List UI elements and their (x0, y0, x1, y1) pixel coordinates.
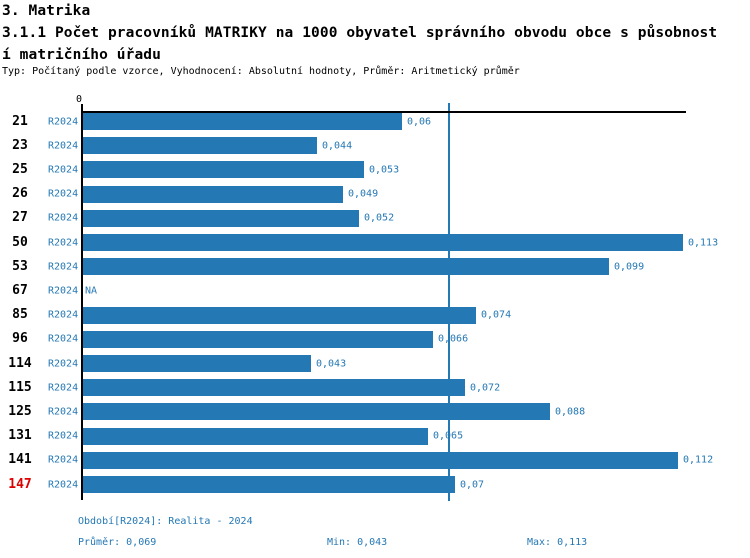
row-id-label: 115 (8, 379, 32, 395)
bar (83, 355, 311, 372)
bar-value-label: 0,074 (481, 309, 512, 321)
bar-value-label: 0,113 (688, 237, 719, 248)
bar-row: 53 R2024 0,099 (0, 258, 750, 276)
max-stat-label: Max: 0,113 (527, 537, 588, 548)
period-label: Období[R2024]: Realita - 2024 (78, 516, 253, 527)
bar-row: 27 R2024 0,052 (0, 209, 750, 227)
row-period-label: R2024 (48, 382, 79, 394)
bar-value-label: 0,06 (407, 116, 432, 127)
y-axis-line (81, 104, 83, 500)
bar-row: 131 R2024 0,065 (0, 427, 750, 445)
row-period-label: R2024 (48, 285, 79, 297)
bar-row: 67 R2024 NA (0, 282, 750, 299)
row-period-label: R2024 (48, 430, 79, 442)
row-id-label: 85 (12, 307, 28, 323)
bar (83, 137, 317, 155)
row-id-label: 21 (12, 113, 28, 129)
min-stat-label: Min: 0,043 (327, 537, 388, 548)
bar (83, 258, 609, 276)
row-period-label: R2024 (48, 164, 79, 176)
row-id-label: 53 (12, 258, 28, 274)
indicator-title-line-2: í matričního úřadu (2, 47, 161, 63)
bar-row: 141 R2024 0,112 (0, 451, 750, 469)
bar-na-label: NA (85, 285, 98, 297)
bar-value-label: 0,072 (470, 382, 501, 394)
average-line (448, 103, 450, 501)
row-period-label: R2024 (48, 140, 79, 152)
row-id-label: 125 (8, 403, 32, 419)
average-stat-label: Průměr: 0,069 (78, 537, 157, 548)
row-id-label: 96 (12, 331, 28, 347)
bar-value-label: 0,049 (348, 188, 379, 200)
row-period-label: R2024 (48, 406, 79, 418)
bar-row: 25 R2024 0,053 (0, 161, 750, 179)
bar-row: 115 R2024 0,072 (0, 379, 750, 397)
bar-value-label: 0,099 (614, 261, 645, 273)
bar-value-label: 0,053 (369, 164, 400, 176)
bar-row: 21 R2024 0,06 (0, 113, 750, 130)
bar (83, 234, 683, 251)
bar (83, 113, 402, 130)
bar-row: 26 R2024 0,049 (0, 185, 750, 203)
bar (83, 306, 476, 324)
bar-row: 50 R2024 0,113 (0, 234, 750, 251)
row-id-label: 141 (8, 452, 32, 468)
row-id-label: 147 (8, 476, 32, 492)
bar (83, 451, 678, 469)
bar (83, 379, 465, 397)
bar-value-label: 0,07 (460, 479, 485, 490)
row-id-label: 67 (12, 282, 28, 298)
bar (83, 161, 364, 179)
row-period-label: R2024 (48, 237, 79, 248)
bar (83, 185, 343, 203)
bar-value-label: 0,052 (364, 212, 395, 224)
bar-row: 96 R2024 0,066 (0, 330, 750, 348)
bar (83, 209, 359, 227)
row-id-label: 23 (12, 137, 28, 153)
bar (83, 427, 428, 445)
row-period-label: R2024 (48, 454, 79, 466)
row-period-label: R2024 (48, 333, 79, 345)
bar (83, 476, 455, 493)
bar-value-label: 0,066 (438, 333, 469, 345)
row-id-label: 131 (8, 428, 32, 444)
row-id-label: 25 (12, 161, 28, 177)
bar-value-label: 0,065 (433, 430, 464, 442)
bar-value-label: 0,112 (683, 454, 714, 466)
bar (83, 403, 550, 421)
bar-value-label: 0,044 (322, 140, 353, 152)
bar-row: 147 R2024 0,07 (0, 476, 750, 493)
row-period-label: R2024 (48, 358, 79, 369)
row-id-label: 27 (12, 210, 28, 226)
section-title: 3. Matrika (2, 3, 91, 19)
bar-row: 85 R2024 0,074 (0, 306, 750, 324)
indicator-subtitle: Typ: Počítaný podle vzorce, Vyhodnocení:… (2, 66, 520, 77)
row-period-label: R2024 (48, 261, 79, 273)
x-axis-line (81, 111, 686, 113)
x-axis-zero-tick-label: 0 (75, 94, 83, 105)
row-period-label: R2024 (48, 479, 79, 490)
bar-chart: 0 21 R2024 0,06 23 R2024 0,044 25 R2024 0,053 26 R… (0, 94, 750, 501)
row-period-label: R2024 (48, 188, 79, 200)
bar-value-label: 0,088 (555, 406, 586, 418)
bar-row: 114 R2024 0,043 (0, 355, 750, 372)
bar-value-label: 0,043 (316, 358, 347, 369)
bar (83, 330, 433, 348)
row-period-label: R2024 (48, 116, 79, 127)
row-id-label: 114 (8, 355, 32, 371)
indicator-title-line-1: 3.1.1 Počet pracovníků MATRIKY na 1000 o… (2, 25, 718, 41)
row-period-label: R2024 (48, 309, 79, 321)
row-period-label: R2024 (48, 212, 79, 224)
row-id-label: 26 (12, 186, 28, 202)
bar-row: 23 R2024 0,044 (0, 137, 750, 155)
bar-row: 125 R2024 0,088 (0, 403, 750, 421)
row-id-label: 50 (12, 234, 28, 250)
